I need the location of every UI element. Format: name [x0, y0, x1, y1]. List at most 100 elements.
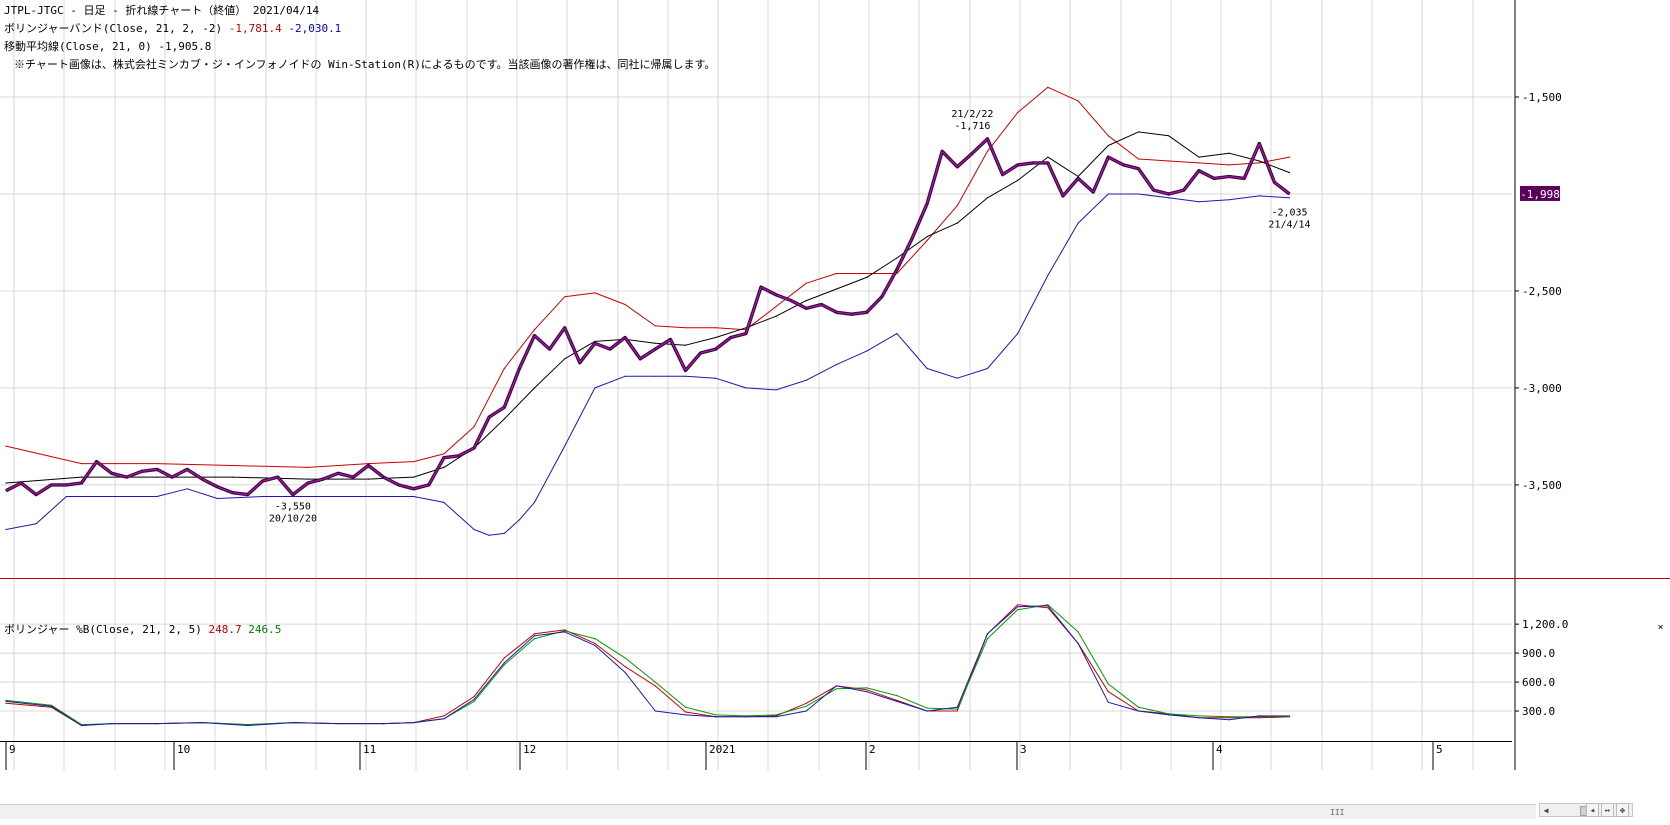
pctb-value-2: 246.5 [248, 623, 282, 636]
scroll-left-icon[interactable]: ◀ [1543, 806, 1549, 815]
lower-band-point [352, 495, 354, 498]
current-value-tag [1520, 185, 1560, 201]
close-price-point [594, 342, 596, 344]
close-price-point [1107, 156, 1109, 158]
bollinger-lower-value: -2,030.1 [288, 22, 342, 35]
upper-band-point [1228, 164, 1230, 166]
pctb-green-point [533, 638, 536, 640]
upper-band-point [533, 329, 536, 331]
pctb-blue-point [503, 662, 505, 664]
horizontal-scroll-track[interactable]: III [0, 804, 1536, 819]
pctb-red-point [594, 642, 596, 645]
close-price-point [866, 311, 868, 313]
moving-average-point [956, 222, 958, 224]
lower-band-point [1047, 274, 1049, 276]
pctb-blue-point [956, 706, 958, 708]
close-price-point [201, 478, 203, 480]
y-tick-label: -2,500 [1522, 285, 1562, 298]
upper-band-point [1017, 111, 1019, 114]
lower-band-point [262, 495, 264, 498]
close-price-point [171, 476, 173, 478]
pctb-green-point [835, 688, 838, 690]
close-price-point [1077, 177, 1079, 179]
annotation-line-1: 21/2/22 [951, 109, 993, 120]
pctb-red-point [1047, 607, 1049, 609]
pctb-blue-point [5, 700, 7, 703]
pctb-red-point [564, 629, 566, 631]
x-tick-label: 3 [1020, 743, 1027, 756]
lower-band-point [926, 367, 928, 370]
close-price-point [186, 468, 188, 470]
pctb-blue-line [5, 605, 1290, 726]
close-price-point [126, 476, 128, 478]
lower-band-point [624, 375, 626, 377]
copyright-note: ※チャート画像は、株式会社ミンカブ・ジ・インフォノイドの Win-Station… [14, 58, 716, 71]
close-price-point [1047, 162, 1049, 164]
pctb-value-1: 248.7 [208, 623, 242, 636]
close-price-point [20, 482, 22, 484]
upper-band-point [926, 239, 928, 242]
lower-band-point [594, 387, 596, 389]
pctb-green-point [1017, 609, 1019, 611]
upper-band-point [684, 327, 687, 329]
pctb-red-point [956, 710, 958, 712]
lower-band-point [1288, 197, 1291, 199]
close-price-point [835, 311, 838, 313]
close-price-point [715, 348, 717, 350]
pctb-red-point [896, 699, 898, 702]
annotation-line-2: 21/4/14 [1268, 220, 1310, 231]
close-price-point [760, 286, 762, 288]
close-price-point [382, 476, 385, 478]
close-price-point [307, 482, 309, 484]
upper-band-point [1077, 100, 1079, 102]
close-icon[interactable]: × [1657, 622, 1664, 633]
pctb-green-point [684, 706, 687, 708]
upper-band-point [986, 150, 989, 152]
pctb-green-point [1198, 715, 1200, 717]
pctb-blue-point [156, 723, 158, 725]
close-price-point [1137, 168, 1140, 170]
close-price-point [1017, 164, 1019, 166]
moving-average-point [896, 257, 898, 259]
close-price-point [1168, 193, 1170, 195]
upper-band-point [594, 292, 596, 294]
lower-band-point [488, 534, 490, 536]
close-price-point [971, 152, 974, 154]
pctb-green-point [654, 681, 656, 683]
y-tick-label: -1,500 [1522, 91, 1562, 104]
shrink-tool-icon[interactable]: ◂ [1586, 803, 1599, 817]
pctb-blue-point [1258, 715, 1260, 717]
pctb-tick-label: 300.0 [1522, 705, 1555, 718]
upper-band-point [1047, 86, 1049, 88]
upper-band-point [473, 426, 475, 428]
upper-band-point [80, 463, 83, 465]
lower-band-point [5, 528, 7, 531]
pctb-red-point [1017, 604, 1019, 606]
scroll-thumb-grip[interactable]: III [1330, 808, 1345, 817]
close-price-point [564, 327, 566, 329]
pctb-red-point [775, 715, 777, 717]
pctb-green-point [1047, 604, 1049, 606]
moving-average-point [1228, 152, 1230, 154]
pctb-green-point [775, 714, 777, 716]
stretch-tool-icon[interactable]: ↔ [1601, 803, 1614, 817]
pctb-green-point [1077, 631, 1079, 633]
pctb-blue-point [1107, 701, 1109, 703]
upper-band-point [1288, 156, 1291, 158]
pctb-blue-point [926, 710, 928, 712]
upper-band-point [503, 367, 505, 370]
close-price-point [367, 464, 369, 467]
pctb-blue-point [1077, 642, 1079, 645]
lower-band-point [35, 523, 37, 525]
close-price-point [1032, 162, 1034, 164]
x-tick-label: 4 [1216, 743, 1223, 756]
close-price-point [488, 416, 490, 418]
close-price-highlight [5, 138, 1290, 496]
lower-band-point [503, 532, 505, 535]
close-price-point [1092, 191, 1094, 193]
crosshair-tool-icon[interactable]: ✥ [1616, 803, 1629, 817]
close-price-point [1258, 142, 1260, 145]
pctb-blue-point [775, 716, 777, 718]
lower-band-point [1198, 201, 1200, 203]
